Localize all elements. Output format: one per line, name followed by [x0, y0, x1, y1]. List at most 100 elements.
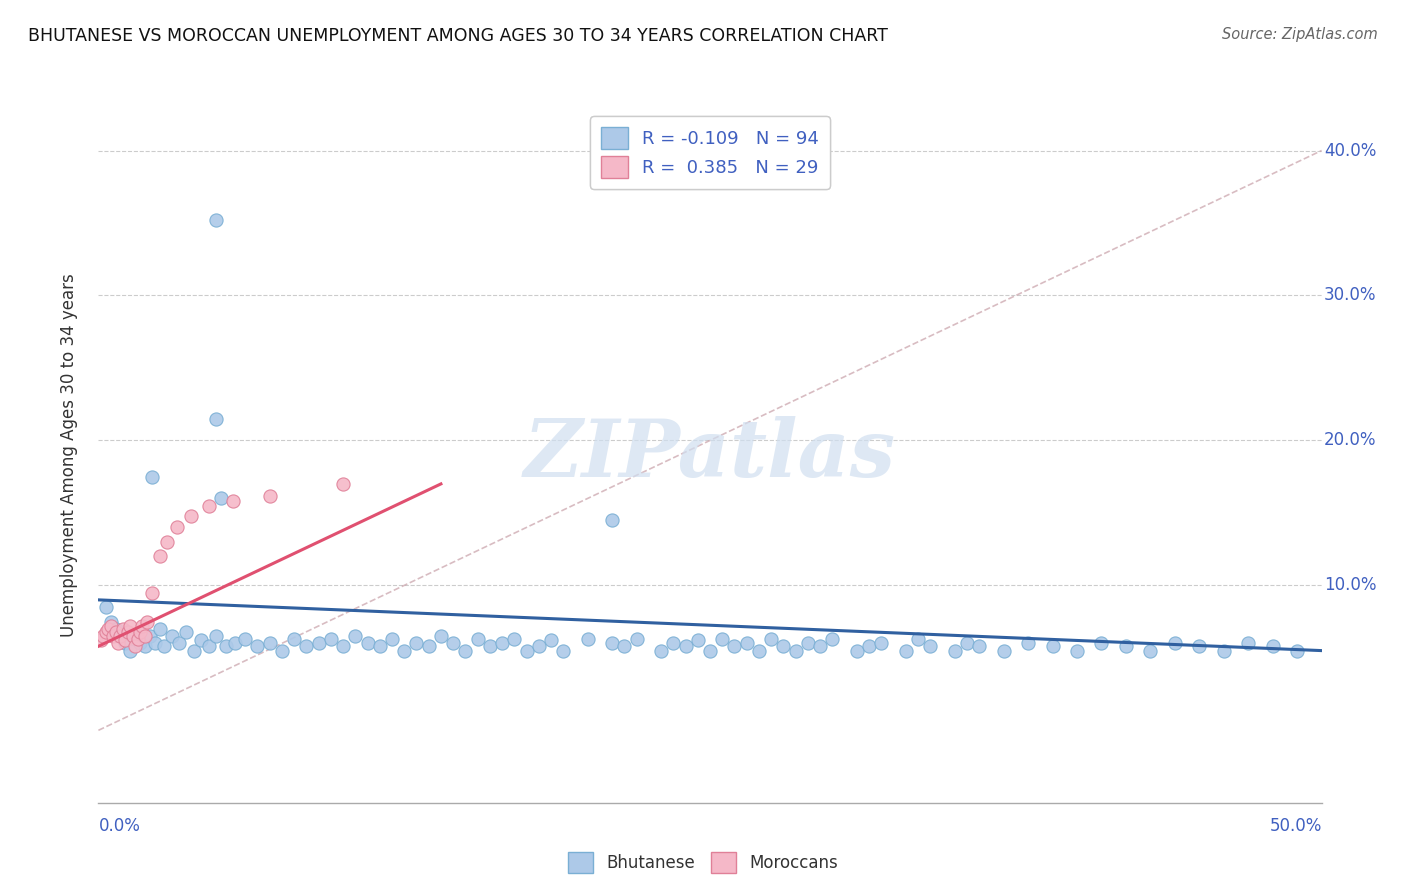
- Point: [1261, 639, 1284, 653]
- Point: [111, 622, 134, 636]
- Point: [143, 636, 166, 650]
- Point: [392, 643, 416, 657]
- Point: [332, 639, 354, 653]
- Point: [246, 639, 269, 653]
- Point: [205, 629, 228, 643]
- Point: [197, 639, 219, 653]
- Point: [540, 633, 562, 648]
- Point: [124, 639, 146, 653]
- Point: [224, 636, 246, 650]
- Point: [761, 632, 783, 646]
- Point: [259, 489, 281, 503]
- Point: [101, 629, 124, 643]
- Point: [711, 632, 734, 646]
- Point: [1164, 636, 1187, 650]
- Point: [626, 632, 648, 646]
- Point: [139, 629, 162, 643]
- Point: [270, 643, 294, 657]
- Point: [650, 643, 672, 657]
- Point: [222, 494, 245, 508]
- Point: [136, 615, 159, 629]
- Point: [785, 643, 807, 657]
- Point: [104, 624, 127, 639]
- Y-axis label: Unemployment Among Ages 30 to 34 years: Unemployment Among Ages 30 to 34 years: [59, 273, 77, 637]
- Point: [797, 636, 820, 650]
- Point: [183, 643, 205, 657]
- Point: [104, 622, 127, 636]
- Point: [418, 639, 440, 653]
- Point: [259, 636, 281, 650]
- Text: 50.0%: 50.0%: [1270, 817, 1322, 835]
- Point: [160, 629, 183, 643]
- Point: [662, 636, 685, 650]
- Point: [943, 643, 966, 657]
- Point: [205, 411, 228, 425]
- Point: [772, 639, 794, 653]
- Point: [1090, 636, 1112, 650]
- Point: [478, 639, 501, 653]
- Point: [441, 636, 464, 650]
- Point: [110, 629, 132, 643]
- Point: [153, 639, 176, 653]
- Point: [675, 639, 697, 653]
- Point: [120, 643, 142, 657]
- Text: BHUTANESE VS MOROCCAN UNEMPLOYMENT AMONG AGES 30 TO 34 YEARS CORRELATION CHART: BHUTANESE VS MOROCCAN UNEMPLOYMENT AMONG…: [28, 27, 889, 45]
- Point: [176, 624, 198, 639]
- Text: 20.0%: 20.0%: [1324, 432, 1376, 450]
- Point: [167, 636, 190, 650]
- Point: [197, 499, 219, 513]
- Point: [381, 632, 404, 646]
- Point: [134, 629, 156, 643]
- Point: [553, 643, 575, 657]
- Point: [491, 636, 513, 650]
- Point: [467, 632, 489, 646]
- Point: [90, 633, 112, 648]
- Point: [332, 476, 354, 491]
- Point: [515, 643, 537, 657]
- Point: [156, 534, 179, 549]
- Point: [205, 213, 228, 227]
- Point: [430, 629, 453, 643]
- Point: [166, 520, 188, 534]
- Point: [356, 636, 378, 650]
- Point: [209, 491, 232, 506]
- Point: [845, 643, 868, 657]
- Point: [97, 622, 120, 636]
- Point: [190, 633, 212, 648]
- Point: [114, 633, 136, 648]
- Point: [149, 549, 172, 564]
- Point: [699, 643, 721, 657]
- Point: [283, 632, 305, 646]
- Text: Source: ZipAtlas.com: Source: ZipAtlas.com: [1222, 27, 1378, 42]
- Text: ZIPatlas: ZIPatlas: [524, 417, 896, 493]
- Point: [129, 624, 152, 639]
- Point: [1188, 639, 1211, 653]
- Point: [967, 639, 990, 653]
- Point: [907, 632, 929, 646]
- Legend: Bhutanese, Moroccans: Bhutanese, Moroccans: [561, 846, 845, 880]
- Point: [870, 636, 893, 650]
- Text: 0.0%: 0.0%: [98, 817, 141, 835]
- Point: [117, 624, 139, 639]
- Text: 10.0%: 10.0%: [1324, 576, 1376, 594]
- Point: [858, 639, 880, 653]
- Point: [613, 639, 636, 653]
- Point: [319, 632, 342, 646]
- Point: [894, 643, 917, 657]
- Point: [1017, 636, 1039, 650]
- Text: 30.0%: 30.0%: [1324, 286, 1376, 304]
- Point: [454, 643, 477, 657]
- Point: [131, 619, 153, 633]
- Text: 40.0%: 40.0%: [1324, 142, 1376, 160]
- Point: [100, 619, 122, 633]
- Point: [129, 636, 152, 650]
- Point: [600, 513, 623, 527]
- Point: [100, 615, 122, 629]
- Point: [503, 632, 526, 646]
- Point: [1115, 639, 1137, 653]
- Point: [295, 639, 318, 653]
- Point: [956, 636, 979, 650]
- Point: [748, 643, 770, 657]
- Point: [405, 636, 427, 650]
- Point: [114, 636, 136, 650]
